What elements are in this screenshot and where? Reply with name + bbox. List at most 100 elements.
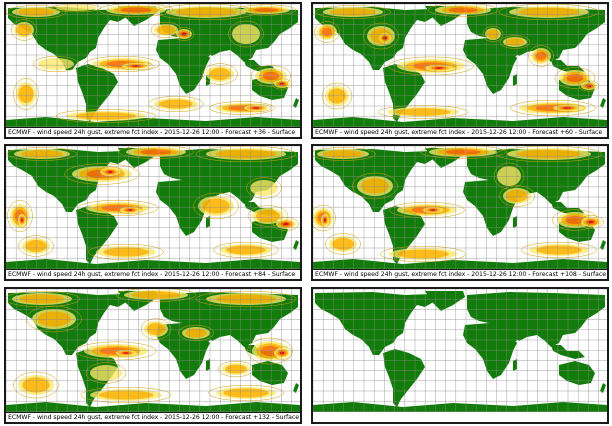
contour-ring [549,103,585,113]
graticule [313,289,607,412]
south-america-land [76,64,118,122]
new-zealand-land [293,240,299,250]
contour-ring [578,215,604,229]
index-patch [252,107,260,109]
graticule [6,146,300,269]
index-patch [25,239,47,253]
graticule [313,146,607,269]
greenland-land [425,291,465,311]
new-zealand-land [293,383,299,393]
new-zealand-land [600,240,606,250]
antarctica-land [6,117,300,127]
contour-ring [64,163,140,185]
index-patch [323,150,363,158]
index-patch [17,8,55,16]
index-patch [140,149,172,155]
map-panel-forecast-108: ECMWF - wind speed 24h gust, extreme fct… [311,144,609,281]
map-panel-forecast-84: ECMWF - wind speed 24h gust, extreme fct… [4,144,302,281]
index-patch [232,24,260,44]
map-panel-forecast-60: ECMWF - wind speed 24h gust, extreme fct… [311,2,609,139]
contour-ring [173,27,195,41]
contour-ring [18,235,54,257]
contour-ring [16,211,28,229]
index-patch [20,218,24,222]
index-patch [38,58,74,70]
contour-ring [247,337,293,365]
world-map [313,289,607,412]
contour-ring [117,205,143,215]
index-patch [250,180,278,196]
contour-ring [521,241,597,259]
antarctica-land [313,259,607,269]
graticule [6,289,300,412]
contour-ring [554,67,596,89]
index-patch [505,38,525,46]
map-panel-forecast-132: ECMWF - wind speed 24h gust, extreme fct… [4,287,302,424]
index-patch [566,73,584,83]
index-patch [330,8,376,16]
index-patch [283,222,289,226]
new-zealand-land [600,98,606,108]
index-patch [321,27,333,37]
contour-ring [377,105,469,119]
index-patch [185,328,207,338]
contour-ring [6,147,78,161]
contour-ring [6,5,67,19]
south-america-land [76,206,118,264]
index-patch [225,364,247,374]
index-patch [103,247,149,257]
index-patch [22,377,50,393]
contour-ring [218,360,254,378]
contour-ring [363,22,399,50]
map-panel-empty [311,287,609,424]
contour-ring [118,146,194,159]
graticule [313,4,607,127]
index-patch [279,82,285,86]
madagascar-land [513,216,517,228]
contour-ring [314,21,340,43]
contour-ring [150,21,182,39]
contour-ring [33,55,79,73]
panel-caption: ECMWF - wind speed 24h gust, extreme fct… [313,127,607,137]
south-america-land [383,206,425,264]
contour-ring [421,63,457,73]
contour-ring [319,211,331,229]
new-zealand-land [293,98,299,108]
index-patch [497,166,521,186]
index-patch [175,7,237,17]
contour-ring [228,20,264,48]
index-patch [98,390,154,400]
contour-ring [209,101,275,115]
contour-ring [315,5,391,19]
index-patch [430,209,436,211]
world-map [313,146,607,269]
contour-ring [7,200,33,232]
index-patch [16,23,32,37]
index-patch [279,351,285,355]
madagascar-land [206,216,210,228]
index-patch [361,178,389,194]
new-zealand-land [600,383,606,393]
index-patch [323,218,327,222]
contour-ring [380,245,466,263]
index-patch [536,245,582,255]
contour-ring [88,243,164,261]
contour-ring [98,4,174,17]
panel-caption: ECMWF - wind speed 24h gust, extreme fct… [313,269,607,279]
antarctica-land [313,402,607,412]
index-patch [395,108,451,116]
panel-caption: ECMWF - wind speed 24h gust, extreme fct… [6,269,300,279]
index-patch [127,209,133,211]
index-patch [563,107,571,109]
contour-ring [193,192,239,220]
map-canvas [6,146,300,269]
index-patch [565,215,585,225]
contour-ring [208,384,284,402]
contour-ring [84,55,160,73]
contour-ring [118,61,154,71]
africa-land [463,38,517,94]
index-patch [223,388,269,398]
contour-ring [325,233,361,255]
contour-ring [85,362,127,384]
contour-ring [578,80,600,92]
